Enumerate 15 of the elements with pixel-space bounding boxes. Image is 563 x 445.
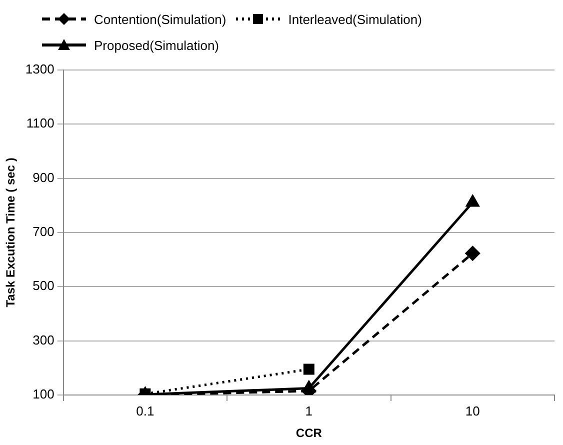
x-axis-title: CCR [296,426,322,440]
x-tick-label: 0.1 [136,403,154,418]
y-tick-label: 1300 [25,62,54,77]
y-tick-label: 100 [32,386,54,402]
x-tick-label: 1 [305,403,313,418]
y-tick-label: 900 [32,170,54,185]
y-tick-label: 1100 [26,116,54,131]
y-tick-label: 300 [32,332,54,348]
y-tick-label: 700 [32,224,54,240]
legend-label: Contention(Simulation) [94,12,226,26]
x-tick-label: 10 [465,403,480,418]
legend-label: Interleaved(Simulation) [288,12,422,26]
y-tick-label: 500 [32,278,54,294]
y-axis-title: Task Excution Time ( sec ) [4,158,18,308]
legend-label: Proposed(Simulation) [94,38,220,52]
